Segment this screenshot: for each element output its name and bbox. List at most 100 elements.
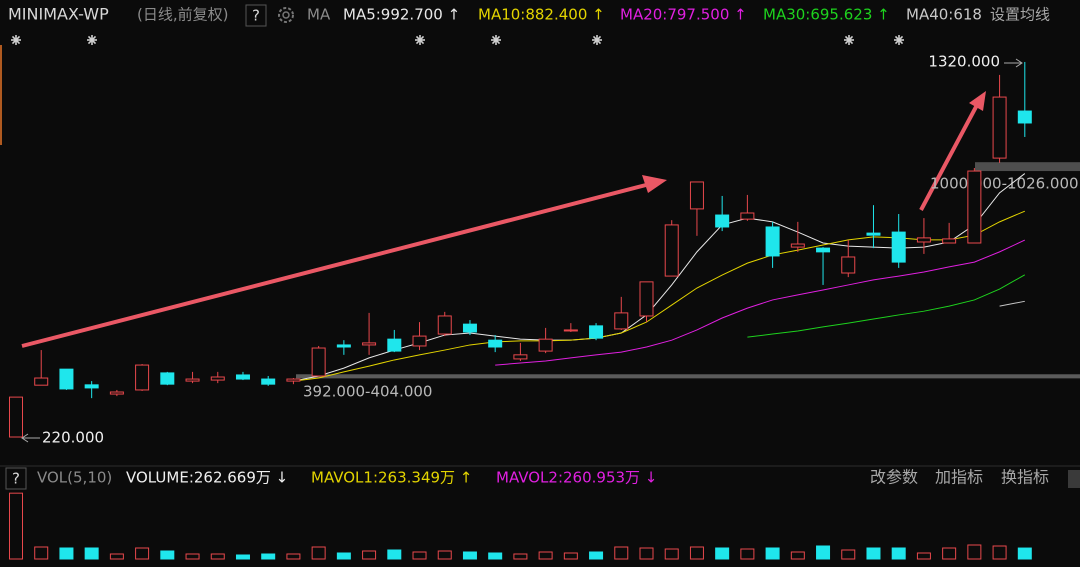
volume-bar <box>135 547 150 560</box>
volume-bar <box>412 551 427 560</box>
star-ray <box>844 35 854 45</box>
volume-bar <box>1017 547 1032 560</box>
volume-legend-item: MAVOL1:263.349万 ↑ <box>311 469 472 487</box>
candle-body <box>866 232 881 236</box>
volume-bar <box>664 548 679 560</box>
volume-bar <box>235 554 250 560</box>
star-ray <box>894 35 904 45</box>
candle-body <box>513 354 528 360</box>
candle-body <box>967 170 982 244</box>
volume-bar <box>362 550 377 560</box>
ma-line <box>495 239 1026 366</box>
annotation-arrow <box>21 433 40 443</box>
volume-bar <box>563 552 578 560</box>
volume-bar <box>513 553 528 560</box>
trend-arrow-head <box>969 91 986 111</box>
candle-body <box>614 312 629 330</box>
help-box[interactable] <box>245 4 267 27</box>
candle-body <box>488 339 503 348</box>
volume-bar <box>336 552 351 560</box>
volume-bar <box>790 551 805 560</box>
ma-legend-item: MA30:695.623 ↑ <box>763 6 890 24</box>
star-ray <box>491 35 501 45</box>
volume-bar <box>387 549 402 560</box>
star-ray <box>592 35 602 45</box>
zone-label: 392.000-404.000 <box>303 383 432 401</box>
high-annotation: 1320.000 <box>928 53 1000 71</box>
volume-bar <box>715 547 730 560</box>
candle-body <box>462 323 477 333</box>
volume-bar <box>740 548 755 560</box>
volume-bar <box>992 545 1007 560</box>
star-ray <box>87 35 97 45</box>
volume-bar <box>614 546 629 560</box>
volume-legend: VOLUME:262.669万 ↓ MAVOL1:263.349万 ↑ MAVOL2… <box>126 469 657 487</box>
ma-legend-item: MA10:882.400 ↑ <box>478 6 605 24</box>
candle-body <box>689 181 704 210</box>
volume-bar <box>311 546 326 560</box>
trend-arrow <box>21 182 651 348</box>
candle-body <box>387 338 402 352</box>
toolbar: 改参数 加指标 换指标 <box>870 468 1049 487</box>
volume-bar <box>59 547 74 560</box>
help-box[interactable] <box>5 467 27 490</box>
price-panel: 392.000-404.000 1000.000-1026.000 <box>9 61 1080 438</box>
candle-body <box>916 237 931 243</box>
volume-legend-item: MAVOL2:260.953万 ↓ <box>496 469 657 487</box>
ma-button[interactable]: MA <box>307 6 331 24</box>
volume-bar <box>816 545 831 560</box>
toolbar-button[interactable]: 加指标 <box>935 468 983 487</box>
volume-bar <box>891 547 906 560</box>
ma-legend-item: MA20:797.500 ↑ <box>620 6 747 24</box>
candle-body <box>816 247 831 253</box>
gear-icon[interactable] <box>278 7 294 23</box>
volume-title: VOL(5,10) <box>37 469 112 487</box>
candle-body <box>235 374 250 380</box>
star-icon <box>87 35 97 45</box>
star-icon <box>491 35 501 45</box>
toolbar-button[interactable]: 换指标 <box>1001 468 1049 487</box>
ma-line <box>747 274 1026 338</box>
volume-bar <box>34 546 49 560</box>
candle-body <box>362 342 377 346</box>
candle-body <box>790 243 805 248</box>
volume-legend-item: VOLUME:262.669万 ↓ <box>126 469 288 487</box>
volume-bar <box>841 549 856 560</box>
star-icon <box>894 35 904 45</box>
candle-body <box>664 224 679 277</box>
candle-body <box>261 378 276 385</box>
volume-help[interactable]: ? <box>12 470 20 488</box>
candle-body <box>135 364 150 391</box>
volume-bar <box>765 547 780 560</box>
volume-panel <box>9 492 1032 560</box>
volume-bar <box>160 550 175 560</box>
star-icon <box>11 35 21 45</box>
candle-body <box>185 378 200 382</box>
scroll-handle[interactable] <box>1068 470 1080 488</box>
ma-settings[interactable]: 设置均线 <box>990 6 1050 24</box>
candle-body <box>109 391 124 395</box>
volume-bar <box>9 492 23 560</box>
candle-body <box>437 315 452 335</box>
volume-bar <box>84 547 99 560</box>
candle-body <box>992 96 1007 159</box>
ma-line <box>999 300 1025 307</box>
low-annotation: 220.000 <box>42 429 104 447</box>
star-icon <box>415 35 425 45</box>
volume-bar <box>689 546 704 560</box>
candle-body <box>311 347 326 377</box>
candle-body <box>336 344 351 348</box>
toolbar-button[interactable]: 改参数 <box>870 468 918 487</box>
candle-body <box>286 378 301 382</box>
candle-body <box>740 212 755 220</box>
volume-bar <box>916 552 931 560</box>
period: (日线,前复权) <box>137 6 228 24</box>
star-icon <box>844 35 854 45</box>
trend-arrow-head <box>642 175 667 193</box>
candle-body <box>9 396 23 438</box>
volume-bar <box>261 553 276 560</box>
help[interactable]: ? <box>252 7 260 25</box>
candle-body <box>538 338 553 352</box>
